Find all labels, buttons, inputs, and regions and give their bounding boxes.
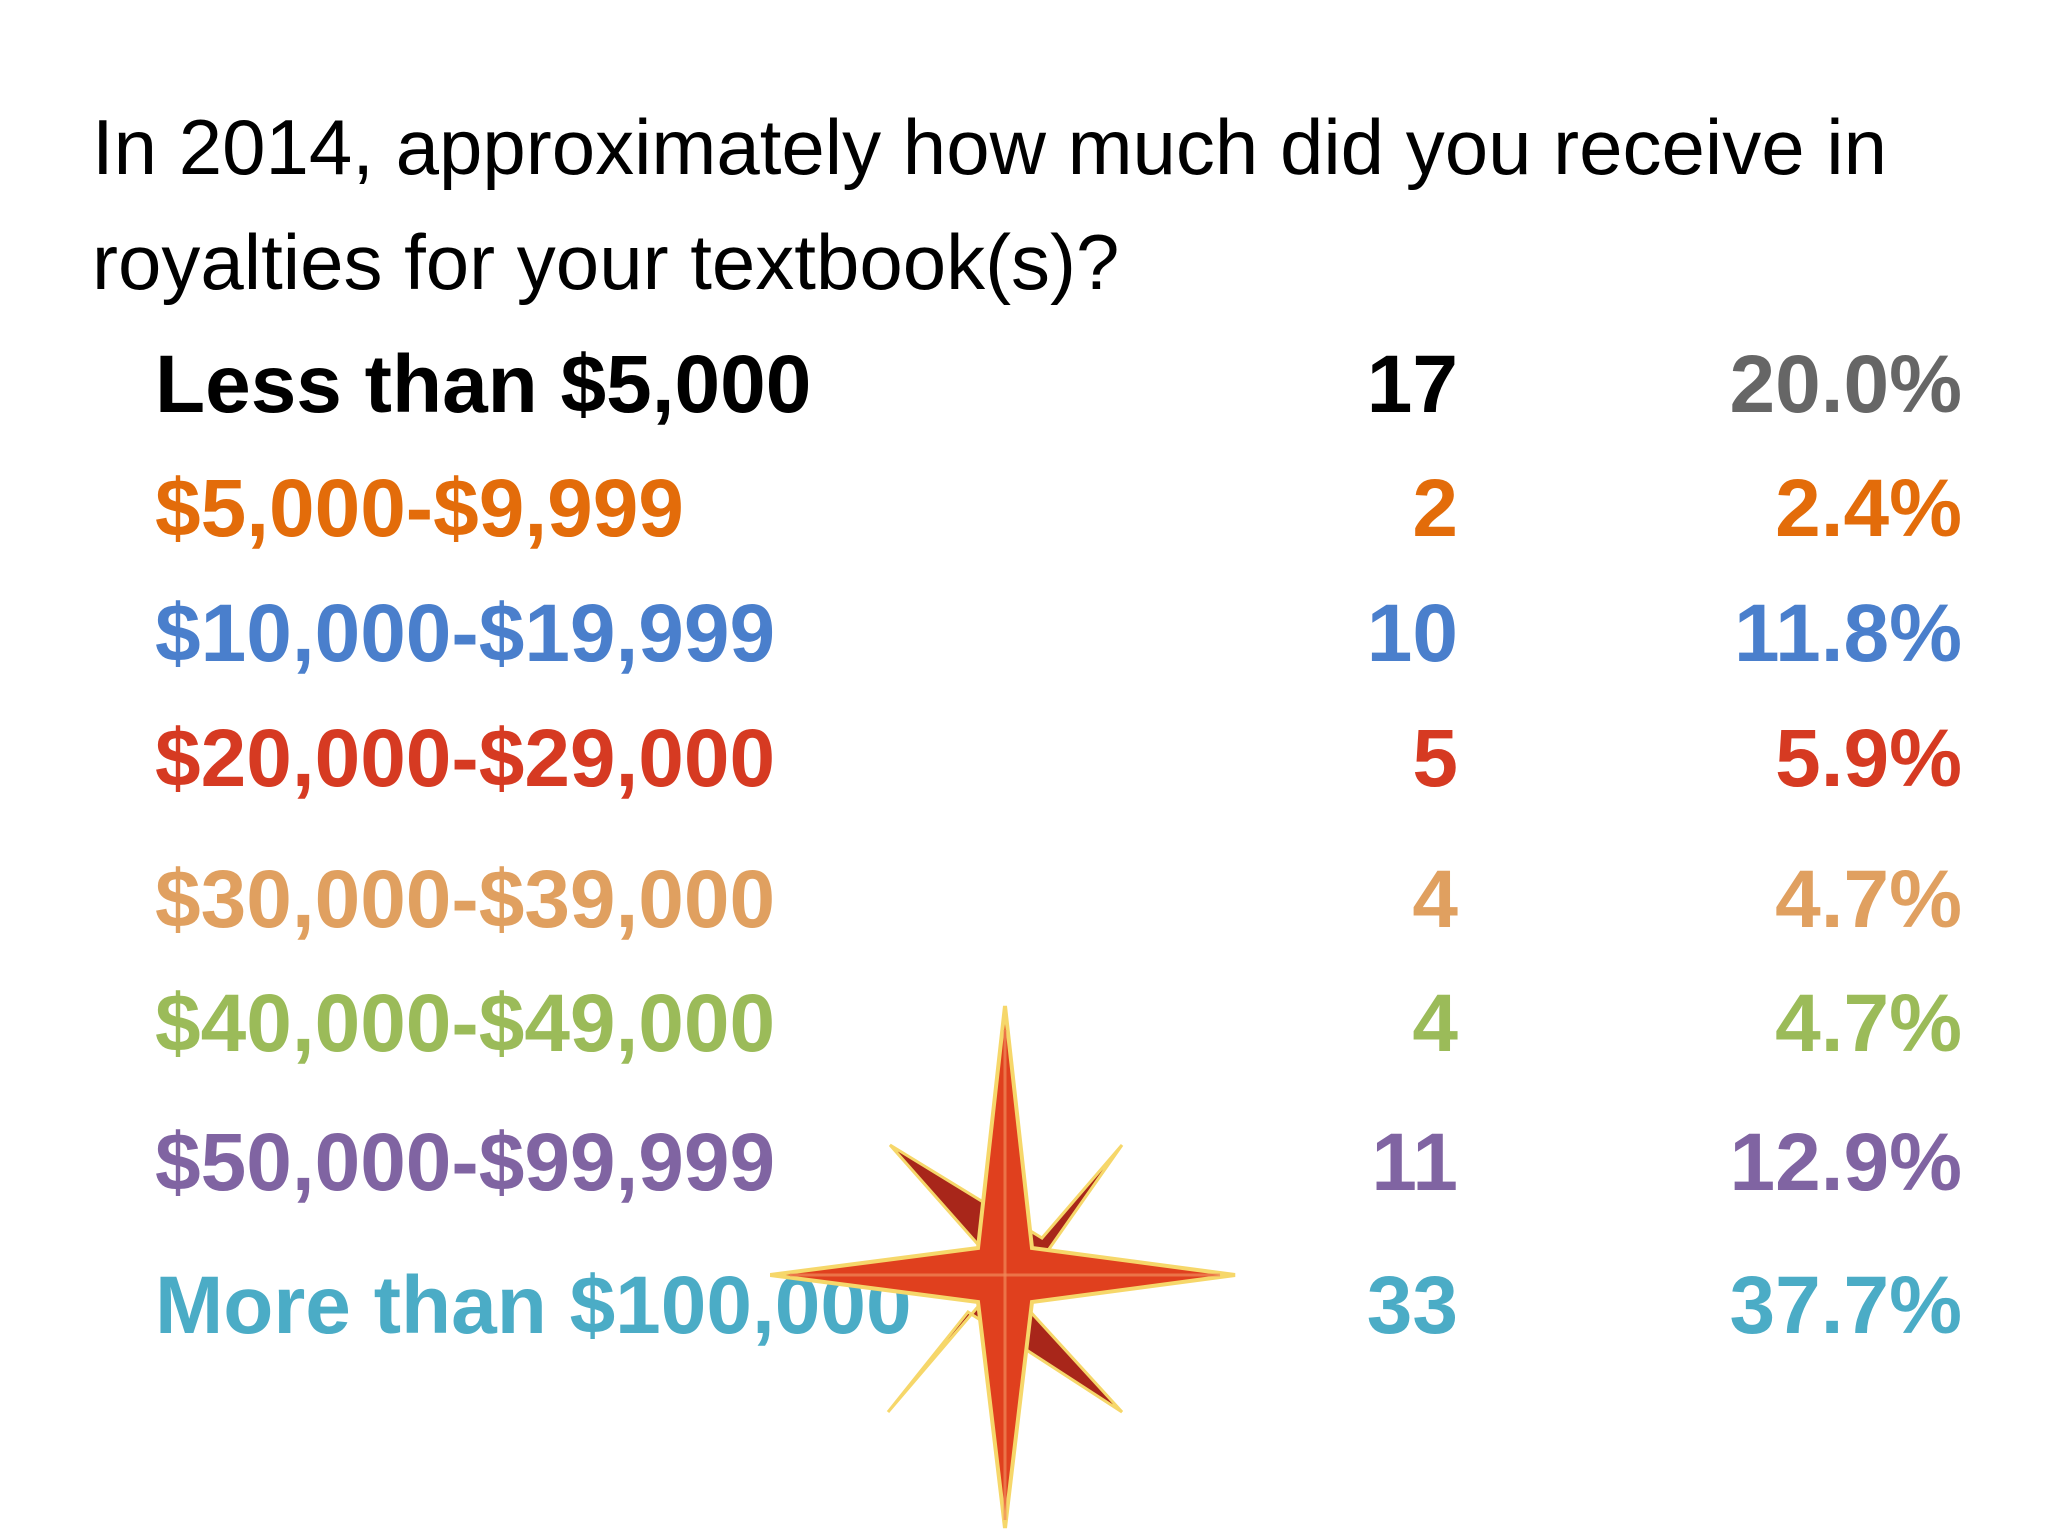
response-count: 5 [1412, 713, 1458, 804]
response-count: 11 [1371, 1117, 1458, 1208]
star-main-points [770, 1005, 1236, 1529]
response-count: 33 [1366, 1260, 1458, 1351]
slide-title: In 2014, approximately how much did you … [92, 103, 1887, 306]
table-row: $40,000-$49,000 4 4.7% [0, 974, 2048, 1074]
response-count: 10 [1366, 588, 1458, 679]
range-label: $20,000-$29,000 [155, 713, 776, 804]
range-label: Less than $5,000 [155, 339, 812, 430]
range-label: $30,000-$39,000 [155, 854, 776, 945]
table-row: $10,000-$19,999 10 11.8% [0, 584, 2048, 684]
table-row: $30,000-$39,000 4 4.7% [0, 850, 2048, 950]
range-label: $10,000-$19,999 [155, 588, 776, 679]
range-label: $5,000-$9,999 [155, 463, 684, 554]
eight-point-star-icon [770, 1005, 1236, 1529]
response-count: 4 [1412, 978, 1458, 1069]
response-percent: 2.4% [1775, 463, 1962, 554]
response-count: 2 [1412, 463, 1458, 554]
response-count: 17 [1366, 339, 1458, 430]
table-row: $50,000-$99,999 11 12.9% [0, 1113, 2048, 1213]
range-label: $40,000-$49,000 [155, 978, 776, 1069]
response-percent: 20.0% [1729, 339, 1962, 430]
response-percent: 12.9% [1729, 1117, 1962, 1208]
response-percent: 5.9% [1775, 713, 1962, 804]
table-row: Less than $5,000 17 20.0% [0, 335, 2048, 435]
response-percent: 4.7% [1775, 978, 1962, 1069]
response-percent: 4.7% [1775, 854, 1962, 945]
table-row: $5,000-$9,999 2 2.4% [0, 459, 2048, 559]
range-label: $50,000-$99,999 [155, 1117, 776, 1208]
response-count: 4 [1412, 854, 1458, 945]
response-percent: 37.7% [1729, 1260, 1962, 1351]
response-percent: 11.8% [1734, 588, 1962, 679]
table-row: $20,000-$29,000 5 5.9% [0, 709, 2048, 809]
